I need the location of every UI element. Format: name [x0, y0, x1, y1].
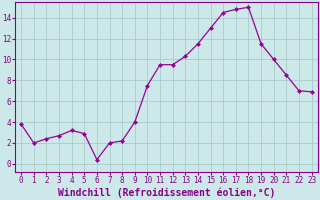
X-axis label: Windchill (Refroidissement éolien,°C): Windchill (Refroidissement éolien,°C)	[58, 187, 275, 198]
